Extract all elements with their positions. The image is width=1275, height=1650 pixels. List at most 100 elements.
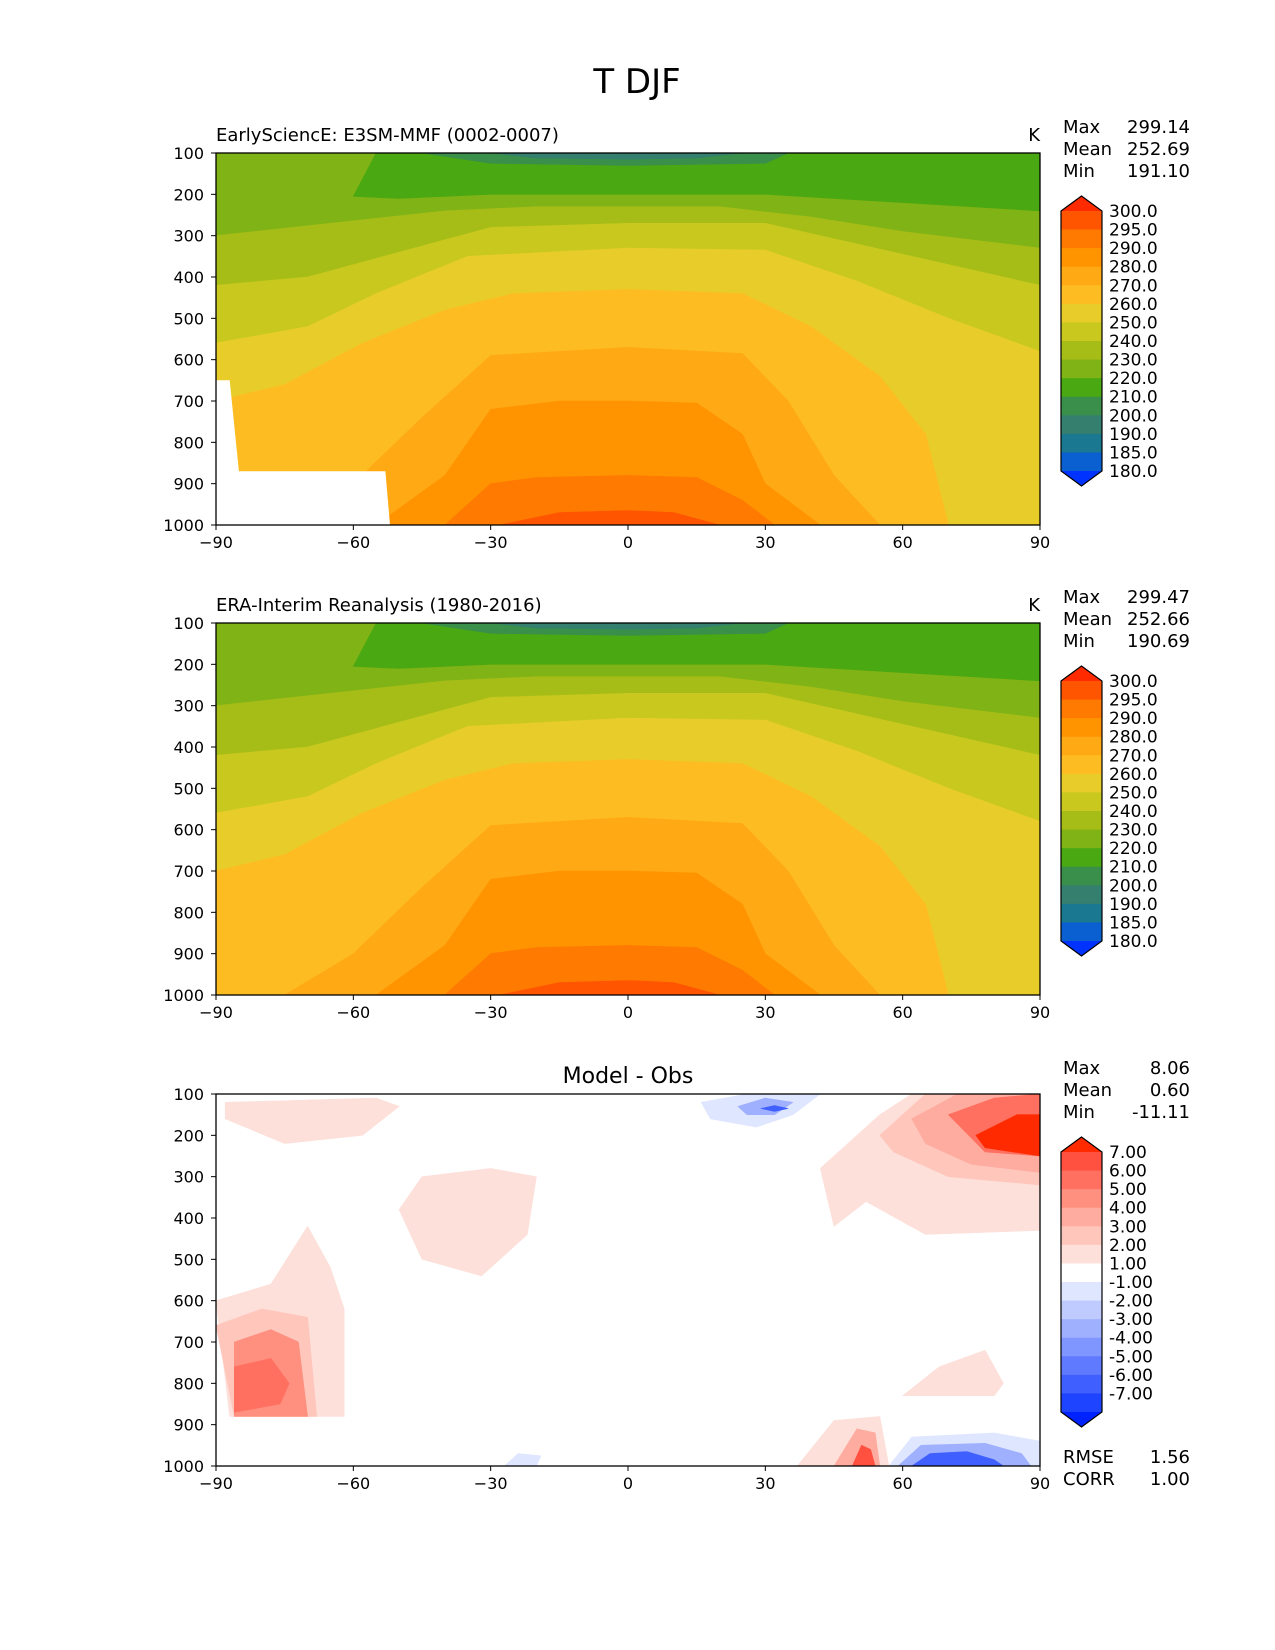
y-tick-label: 900	[173, 1416, 204, 1435]
stat-rmse-value: 1.56	[1150, 1447, 1190, 1468]
contour-region	[490, 153, 743, 160]
colorbar-segment	[1061, 1170, 1102, 1190]
x-tick-label: −60	[336, 1474, 370, 1493]
stat-label: Min	[1063, 161, 1095, 182]
x-tick-label: 30	[755, 1474, 775, 1493]
contour-region	[499, 510, 720, 525]
colorbar-segment	[1061, 736, 1102, 756]
y-tick-label: 700	[173, 392, 204, 411]
colorbar-tick-label: 280.0	[1109, 258, 1158, 278]
colorbar-segment	[1061, 1356, 1102, 1376]
panel-title: ERA-Interim Reanalysis (1980-2016)	[216, 595, 542, 616]
colorbar-tick-label: 6.00	[1109, 1162, 1147, 1182]
colorbar-tick-label: 230.0	[1109, 351, 1158, 371]
colorbar-segment	[1061, 866, 1102, 886]
colorbar: 300.0295.0290.0280.0270.0260.0250.0240.0…	[1060, 665, 1158, 957]
x-tick-label: 90	[1030, 1003, 1050, 1022]
stat-label: Mean	[1063, 609, 1112, 630]
stat-label: Mean	[1063, 139, 1112, 160]
y-tick-label: 300	[173, 227, 204, 246]
colorbar-segment	[1061, 903, 1102, 923]
y-tick-label: 1000	[163, 516, 204, 535]
colorbar-tick-label: 290.0	[1109, 709, 1158, 729]
x-tick-label: 0	[623, 1474, 633, 1493]
colorbar-tick-label: 250.0	[1109, 783, 1158, 803]
stat-label: Max	[1063, 117, 1101, 138]
contour-region	[760, 1105, 789, 1112]
y-tick-label: 600	[173, 821, 204, 840]
colorbar-tick-label: 295.0	[1109, 221, 1158, 241]
x-tick-label: 90	[1030, 533, 1050, 552]
colorbar-tick-label: 200.0	[1109, 876, 1158, 896]
x-tick-label: −60	[336, 533, 370, 552]
x-tick-label: 30	[755, 1003, 775, 1022]
colorbar-tick-label: 1.00	[1109, 1254, 1147, 1274]
colorbar-tick-label: 210.0	[1109, 858, 1158, 878]
stat-min-value: 191.10	[1127, 161, 1190, 182]
colorbar-tick-label: 200.0	[1109, 406, 1158, 426]
y-tick-label: 600	[173, 351, 204, 370]
contour-region	[444, 475, 775, 525]
colorbar-extend-top	[1061, 666, 1102, 681]
units-label: K	[1028, 125, 1041, 146]
contour-region	[975, 1114, 1040, 1157]
colorbar-segment	[1061, 1300, 1102, 1320]
x-tick-label: 60	[892, 1474, 912, 1493]
colorbar-segment	[1061, 211, 1102, 231]
stat-max-value: 8.06	[1150, 1058, 1190, 1079]
colorbar-segment	[1061, 755, 1102, 775]
colorbar-outline	[1060, 195, 1103, 487]
colorbar-segment	[1061, 229, 1102, 249]
stat-label: CORR	[1063, 1469, 1115, 1490]
colorbar-segment	[1061, 378, 1102, 398]
units-label: K	[1028, 595, 1041, 616]
y-tick-label: 400	[173, 268, 204, 287]
y-tick-label: 800	[173, 903, 204, 922]
stat-max-value: 299.14	[1127, 117, 1190, 138]
y-tick-label: 100	[173, 1085, 204, 1104]
y-tick-label: 100	[173, 614, 204, 633]
stat-mean-value: 252.66	[1127, 609, 1190, 630]
colorbar-tick-label: 4.00	[1109, 1199, 1147, 1219]
colorbar-segment	[1061, 885, 1102, 905]
x-tick-label: −30	[474, 1474, 508, 1493]
y-tick-label: 900	[173, 475, 204, 494]
y-tick-label: 500	[173, 1250, 204, 1269]
stat-label: Max	[1063, 587, 1101, 608]
stat-label: Mean	[1063, 1080, 1112, 1101]
colorbar-segment	[1061, 415, 1102, 435]
stat-label: Min	[1063, 631, 1095, 652]
y-tick-label: 1000	[163, 1457, 204, 1476]
contour-region	[398, 1168, 537, 1277]
colorbar-segment	[1061, 1189, 1102, 1209]
colorbar-tick-label: 210.0	[1109, 388, 1158, 408]
contour-region	[224, 1097, 400, 1144]
colorbar-segment	[1061, 699, 1102, 719]
x-tick-label: 0	[623, 533, 633, 552]
colorbar-tick-label: -7.00	[1109, 1384, 1153, 1404]
y-tick-label: 400	[173, 738, 204, 757]
plot-area	[216, 1094, 1040, 1466]
x-tick-label: −30	[474, 1003, 508, 1022]
colorbar-extend-bottom	[1061, 1412, 1102, 1427]
y-tick-label: 200	[173, 185, 204, 204]
colorbar-segment	[1061, 1244, 1102, 1264]
colorbar-tick-label: -4.00	[1109, 1329, 1153, 1349]
colorbar-outline	[1060, 665, 1103, 957]
colorbar-tick-label: 3.00	[1109, 1217, 1147, 1237]
colorbar: 7.006.005.004.003.002.001.00-1.00-2.00-3…	[1060, 1136, 1153, 1428]
colorbar-segment	[1061, 433, 1102, 453]
x-tick-label: −30	[474, 533, 508, 552]
x-tick-label: 0	[623, 1003, 633, 1022]
colorbar-tick-label: 295.0	[1109, 691, 1158, 711]
colorbar-segment	[1061, 922, 1102, 942]
x-tick-label: 30	[755, 533, 775, 552]
colorbar-segment	[1061, 1282, 1102, 1302]
colorbar-segment	[1061, 359, 1102, 379]
y-tick-label: 500	[173, 779, 204, 798]
x-tick-label: −60	[336, 1003, 370, 1022]
